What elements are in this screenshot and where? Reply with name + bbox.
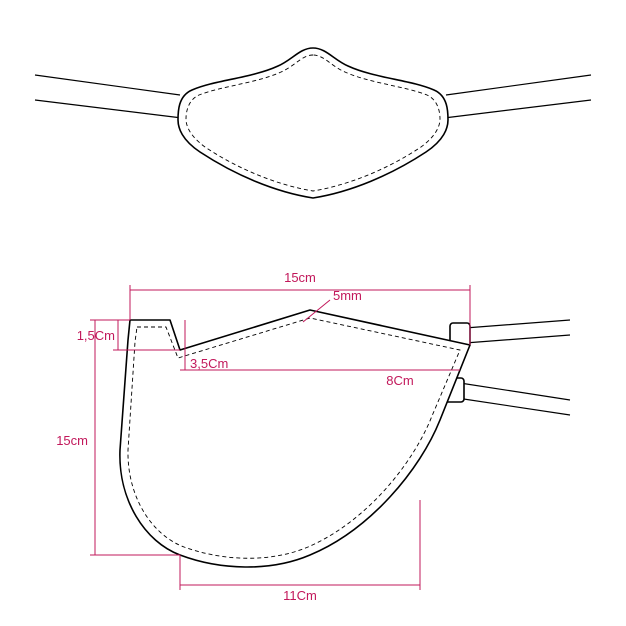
dim-left-height: 15cm bbox=[56, 433, 88, 448]
front-strap-right bbox=[444, 75, 591, 118]
side-straps bbox=[444, 320, 570, 415]
dim-right-strap: 8Cm bbox=[386, 373, 413, 388]
mask-side-view: 15cm 5mm 1,5Cm 3,5Cm 8Cm 15cm bbox=[56, 270, 570, 603]
dim-bottom-width: 11Cm bbox=[283, 588, 317, 603]
dim-top-width: 15cm bbox=[284, 270, 316, 285]
dim-left-notch: 1,5Cm bbox=[77, 328, 115, 343]
front-outline bbox=[178, 48, 448, 198]
front-strap-left bbox=[35, 75, 182, 118]
mask-diagram: 15cm 5mm 1,5Cm 3,5Cm 8Cm 15cm bbox=[0, 0, 626, 626]
side-outline bbox=[120, 310, 470, 567]
dim-left-drop: 3,5Cm bbox=[190, 356, 228, 371]
dim-seam: 5mm bbox=[333, 288, 362, 303]
mask-front-view bbox=[35, 48, 591, 198]
